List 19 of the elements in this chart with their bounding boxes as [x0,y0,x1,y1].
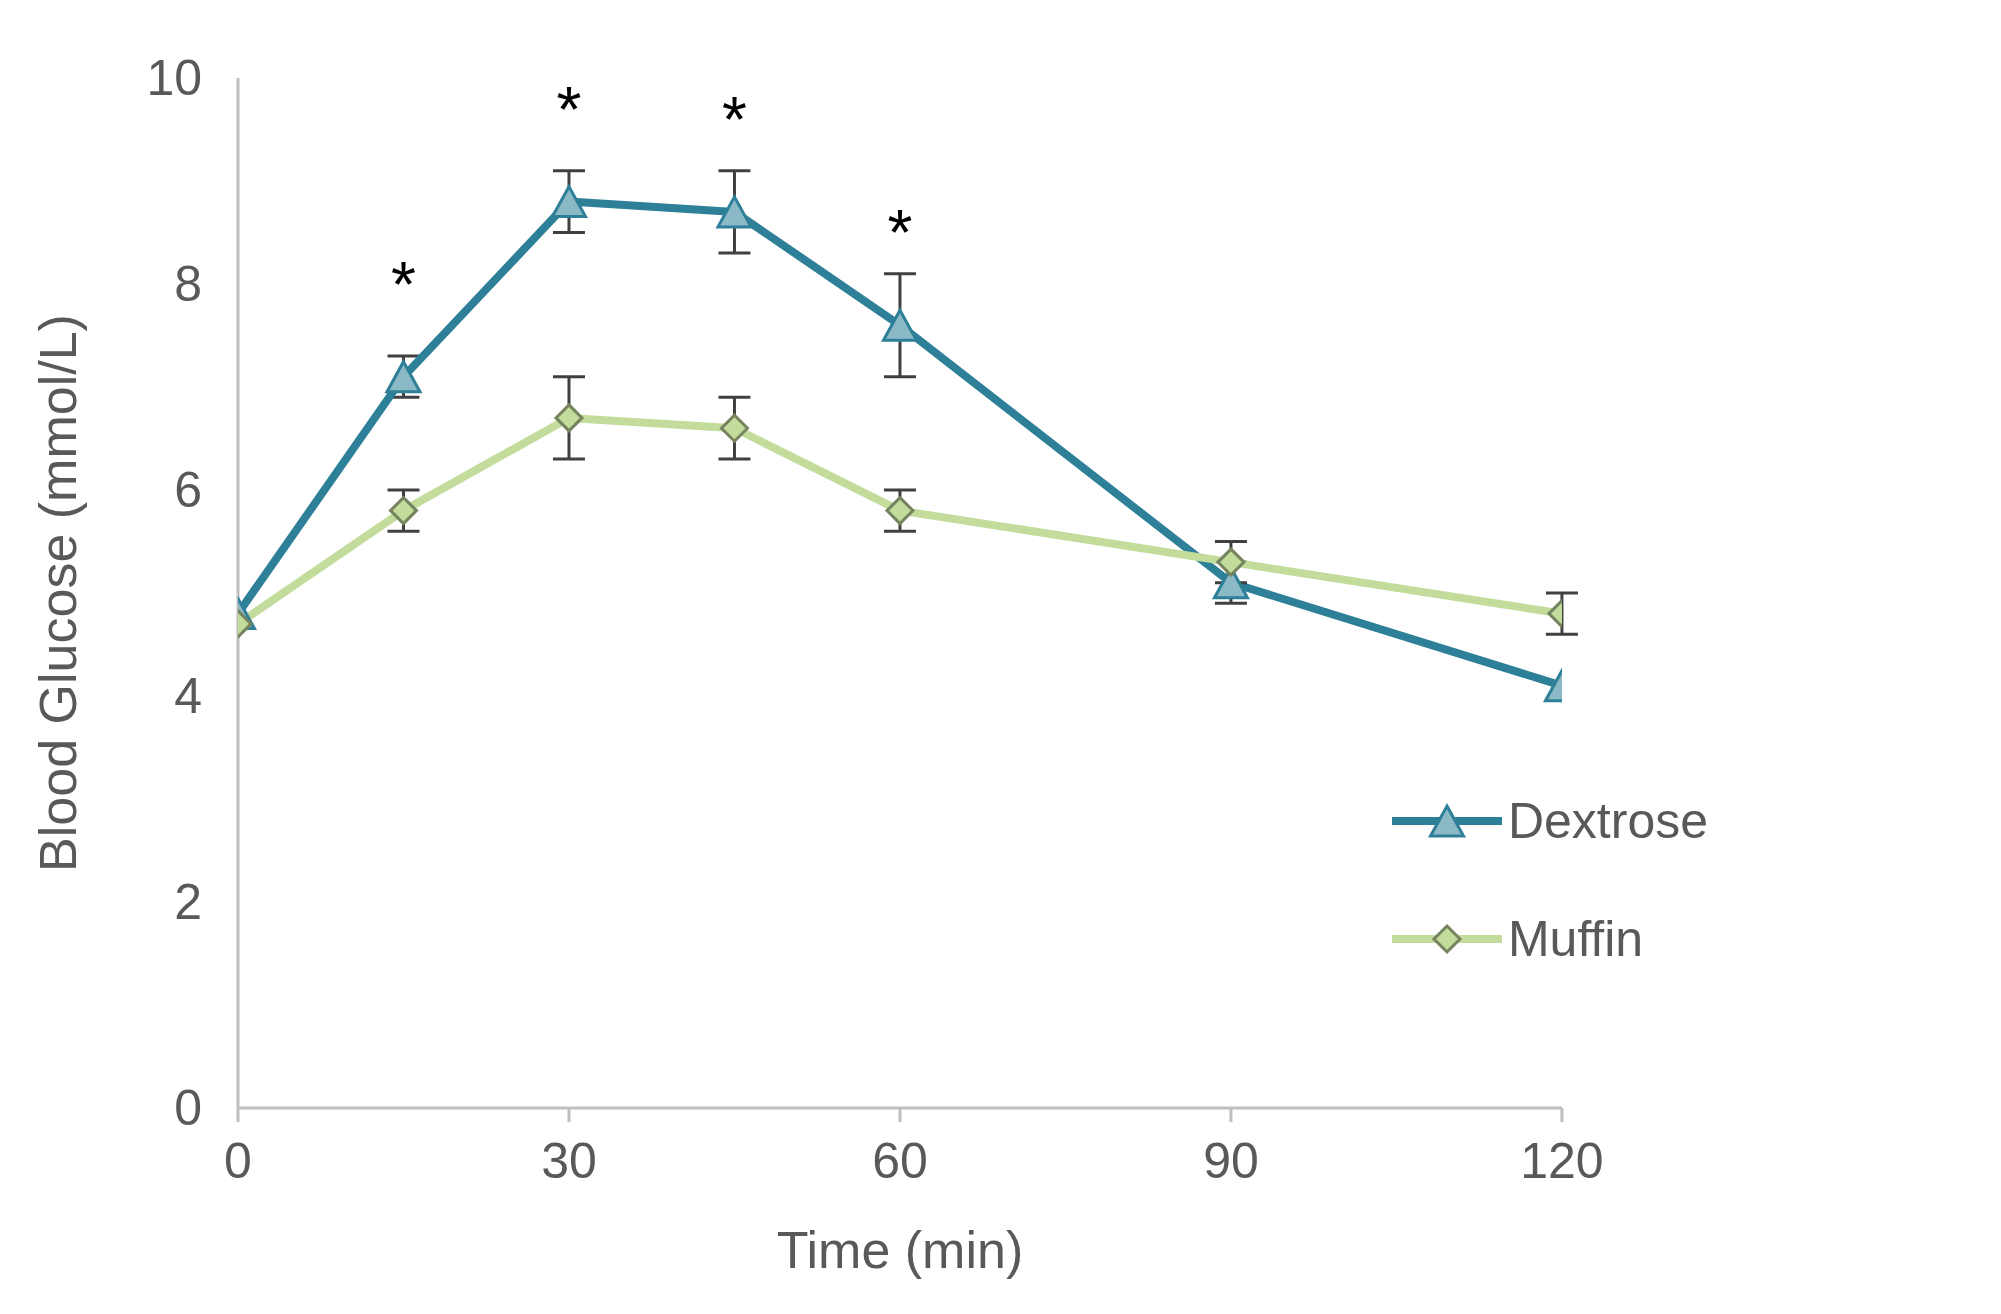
x-tick-label: 120 [1520,1132,1604,1189]
annotation: * [556,73,582,146]
x-axis-title: Time (min) [776,1221,1024,1279]
y-tick-label: 8 [174,256,202,312]
y-tick-label: 6 [174,462,202,518]
y-axis-title: Blood Glucose (mmol/L) [29,314,88,872]
legend-label: Muffin [1507,910,1644,968]
y-tick-label: 10 [146,50,202,106]
x-tick-label: 90 [1203,1132,1259,1189]
annotation: * [887,197,913,270]
legend-label: Dextrose [1507,792,1708,850]
y-tick-label: 4 [174,668,202,724]
annotation: * [722,83,747,156]
x-tick-label: 30 [541,1132,597,1189]
y-tick-label: 2 [174,874,202,930]
y-tick-label: 0 [174,1080,202,1136]
x-tick-label: 0 [224,1132,252,1189]
annotation: * [391,248,416,321]
x-tick-label: 60 [872,1132,928,1189]
